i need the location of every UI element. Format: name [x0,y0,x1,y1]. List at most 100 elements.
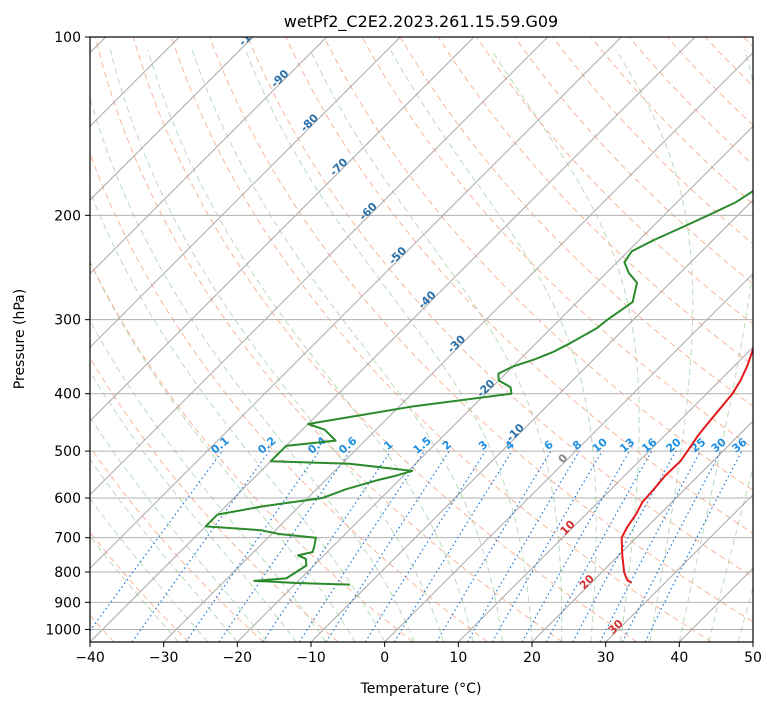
mixing-ratio-lines [90,450,743,642]
moist-adiabat [109,49,445,642]
mixing-ratio-line [644,450,743,642]
isotherm [605,493,753,642]
moist-adiabat [90,260,356,642]
mixing-ratio-label: 30 [709,435,729,455]
y-tick-label: 900 [54,595,81,611]
mixing-ratio-label: 0.1 [209,434,232,456]
y-axis-label: Pressure (hPa) [12,289,28,389]
isotherm-label: -100 [236,20,265,49]
x-tick-label: −30 [149,650,179,666]
dry-adiabat [590,37,753,205]
x-tick-label: 50 [744,650,762,666]
mixing-ratio-line [393,450,513,642]
moist-adiabat [490,49,640,642]
x-tick-label: −10 [296,650,326,666]
mixing-ratio-label: 0.4 [305,434,329,457]
mixing-ratio-line [218,450,351,642]
moist-adiabat [615,49,694,642]
mixing-ratio-line [545,450,653,642]
moist-adiabat [389,49,597,642]
dry-adiabat [90,356,339,642]
dry-adiabat [628,37,753,166]
dry-adiabat [247,37,753,578]
dry-adiabat [90,152,488,642]
isotherm-label: 40 [641,655,661,675]
isotherm [90,37,254,201]
dry-adiabat [90,260,414,642]
y-tick-label: 400 [54,387,81,403]
moist-adiabat [708,466,753,642]
isotherm [384,272,753,642]
moist-adiabat [90,319,327,642]
dry-adiabat [323,37,753,491]
isotherm-label: -80 [298,111,321,134]
y-tick-label: 800 [54,565,81,581]
dry-adiabat [666,37,753,126]
dry-adiabat [437,37,753,366]
profile-series-line [620,327,753,584]
y-tick-label: 500 [54,444,81,460]
moist-adiabat [244,49,533,642]
mixing-ratio-line [185,450,320,642]
y-tick-label: 600 [54,491,81,507]
plot-area: 0.1 0.2 0.4 0.6 1 1.5 2 3 4 6 8 10 13 16 20 25 30 36-100-… [90,20,753,675]
moist-adiabat [90,189,386,642]
mixing-ratio-label: 10 [590,435,610,455]
moist-adiabat [678,49,753,642]
moist-adiabat [90,497,209,642]
pressure-gridlines [90,37,753,630]
mixing-ratio-line [491,450,603,642]
mixing-ratio-label: 0.2 [255,434,278,456]
isotherm [90,37,622,570]
y-axis-ticks: 100 200 300 400 500 600 700 800 900 1000 [45,30,90,638]
moist-adiabat [90,96,415,642]
mixing-ratio-line [298,450,425,642]
moist-adiabat [147,49,474,642]
dry-adiabat [90,446,264,642]
mixing-ratio-line [131,450,270,642]
mixing-ratio-line [572,450,677,642]
mixing-ratio-line [599,450,702,642]
isotherm [457,346,753,642]
moist-adiabat [191,49,503,642]
dry-adiabat [704,37,753,87]
mixing-ratio-label: 0.6 [336,434,360,457]
mixing-ratio-label: 16 [639,435,659,455]
isotherm [163,51,753,642]
moist-adiabat [90,535,179,642]
dry-adiabat [94,37,563,642]
isotherm [678,567,753,642]
isotherm [90,37,696,642]
isotherm [752,641,753,642]
mixing-ratio-line [90,450,223,632]
x-tick-label: −40 [75,650,105,666]
dry-adiabat [743,37,753,48]
isotherm-label: -30 [445,332,468,355]
mixing-ratio-line [364,450,486,642]
mixing-ratio-line [466,450,580,642]
x-tick-label: 0 [380,650,389,666]
moist-adiabat [309,49,563,642]
moist-adiabat [90,458,238,642]
mixing-ratio-line [435,450,552,642]
moist-adiabat [90,370,297,642]
isotherm-label: -70 [327,155,350,178]
x-tick-label: 10 [449,650,467,666]
isotherm-label: -60 [357,200,380,223]
dry-adiabat [90,531,190,642]
mixing-ratio-line [325,450,450,642]
dry-adiabat [552,37,753,245]
mixing-ratio-line [521,450,631,642]
y-tick-label: 100 [54,30,81,46]
dry-adiabat [476,37,753,325]
dry-adiabat [171,37,712,642]
profile-series [204,189,753,586]
dry-adiabat [132,37,638,642]
moist-adiabat [737,585,753,642]
x-axis-ticks: −40 −30 −20 −10 0 10 20 30 40 50 [75,642,762,666]
dry-adiabat [399,37,753,407]
x-axis-label: Temperature (°C) [360,681,482,697]
dry-adiabat [514,37,753,285]
skewed-isotherms [90,37,753,642]
mixing-ratio-label: 13 [617,436,637,456]
